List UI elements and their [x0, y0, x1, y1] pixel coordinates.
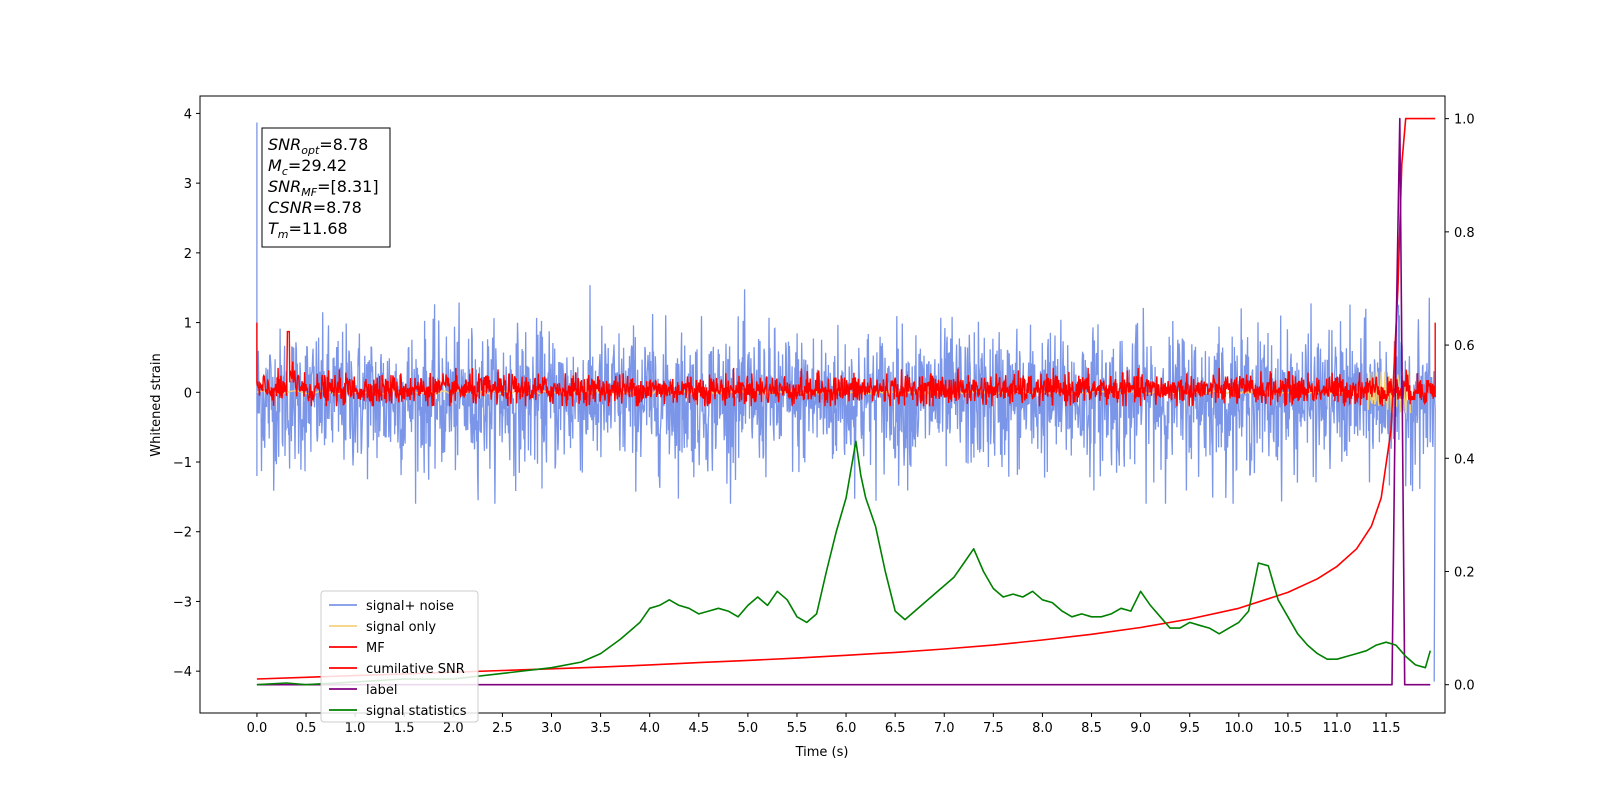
y-tick-label: 0 — [184, 386, 192, 401]
x-tick-label: 6.0 — [836, 721, 857, 736]
y-tick-label: 1 — [184, 317, 192, 332]
x-tick-label: 2.0 — [443, 721, 464, 736]
y-axis-label: Whitened strain — [149, 353, 164, 456]
y2-tick-label: 0.6 — [1454, 339, 1475, 354]
x-tick-label: 9.0 — [1130, 721, 1151, 736]
y-tick-label: 3 — [184, 177, 192, 192]
y-tick-label: −4 — [173, 665, 192, 680]
x-tick-label: 10.0 — [1224, 721, 1253, 736]
legend-label: cumilative SNR — [366, 662, 465, 677]
x-tick-label: 5.5 — [787, 721, 808, 736]
y2-tick-label: 1.0 — [1454, 113, 1475, 128]
info-line: SNRMF=[8.31] — [268, 177, 379, 199]
x-tick-label: 3.5 — [590, 721, 611, 736]
y2-tick-label: 0.0 — [1454, 679, 1475, 694]
x-tick-label: 11.5 — [1372, 721, 1401, 736]
info-line: Mc=29.42 — [268, 156, 347, 178]
y-tick-label: −3 — [173, 595, 192, 610]
x-tick-label: 6.5 — [885, 721, 906, 736]
x-tick-label: 1.0 — [345, 721, 366, 736]
x-tick-label: 4.0 — [639, 721, 660, 736]
y2-tick-label: 0.4 — [1454, 452, 1475, 467]
x-tick-label: 4.5 — [688, 721, 709, 736]
x-tick-label: 7.5 — [983, 721, 1004, 736]
x-axis-label: Time (s) — [795, 745, 849, 760]
x-tick-label: 11.0 — [1323, 721, 1352, 736]
legend-label: MF — [366, 641, 385, 656]
x-tick-label: 2.5 — [492, 721, 513, 736]
x-tick-label: 5.0 — [738, 721, 759, 736]
x-tick-label: 9.5 — [1179, 721, 1200, 736]
x-tick-label: 10.5 — [1273, 721, 1302, 736]
x-tick-label: 3.0 — [541, 721, 562, 736]
y2-tick-label: 0.8 — [1454, 226, 1475, 241]
legend-label: signal+ noise — [366, 599, 454, 614]
x-tick-label: 0.0 — [247, 721, 268, 736]
legend-label: signal only — [366, 620, 436, 635]
y2-tick-label: 0.2 — [1454, 565, 1475, 580]
y-tick-label: 4 — [184, 107, 192, 122]
x-tick-label: 1.5 — [394, 721, 415, 736]
x-tick-label: 7.0 — [934, 721, 955, 736]
x-tick-label: 0.5 — [296, 721, 317, 736]
info-box: SNRopt=8.78Mc=29.42SNRMF=[8.31]CSNR=8.78… — [262, 128, 390, 247]
info-line: CSNR=8.78 — [268, 198, 362, 217]
legend-label: signal statistics — [366, 704, 467, 719]
y-tick-label: 2 — [184, 247, 192, 262]
legend-label: label — [366, 683, 397, 698]
x-tick-label: 8.0 — [1032, 721, 1053, 736]
y-tick-label: −1 — [173, 456, 192, 471]
x-tick-label: 8.5 — [1081, 721, 1102, 736]
legend: signal+ noise signal only MF cumilative SNR… — [321, 591, 478, 722]
y-tick-label: −2 — [173, 526, 192, 541]
